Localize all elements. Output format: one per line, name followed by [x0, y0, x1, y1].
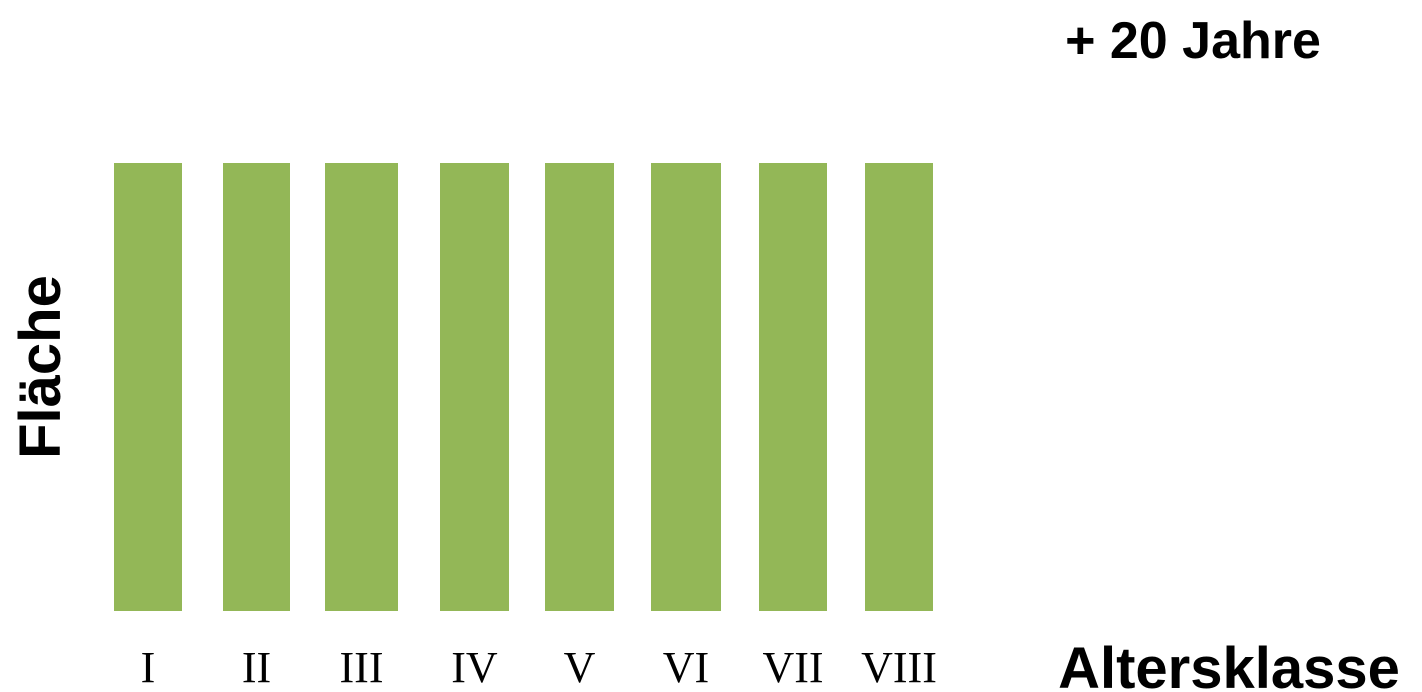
x-tick-label-iv: IV	[451, 643, 498, 692]
x-tick-label-viii: VIII	[861, 643, 937, 692]
x-tick-label-vi: VI	[663, 643, 709, 692]
x-tick-label-i: I	[141, 643, 156, 692]
x-tick-label-vii: VII	[762, 643, 823, 692]
x-tick-label-v: V	[564, 643, 596, 692]
x-axis-label: Altersklasse	[1058, 636, 1400, 692]
bar-ii	[223, 163, 290, 611]
bar-series	[114, 163, 933, 611]
bar-v	[545, 163, 614, 611]
chart-title: + 20 Jahre	[1065, 12, 1321, 70]
bar-iv	[440, 163, 509, 611]
y-axis-label: Fläche	[8, 275, 73, 459]
x-tick-labels: I II III IV V VI VII VIII	[141, 643, 937, 692]
bar-iii	[325, 163, 398, 611]
bar-i	[114, 163, 182, 611]
bar-viii	[865, 163, 933, 611]
bar-vii	[759, 163, 827, 611]
x-tick-label-ii: II	[242, 643, 271, 692]
x-tick-label-iii: III	[340, 643, 384, 692]
bar-vi	[651, 163, 721, 611]
